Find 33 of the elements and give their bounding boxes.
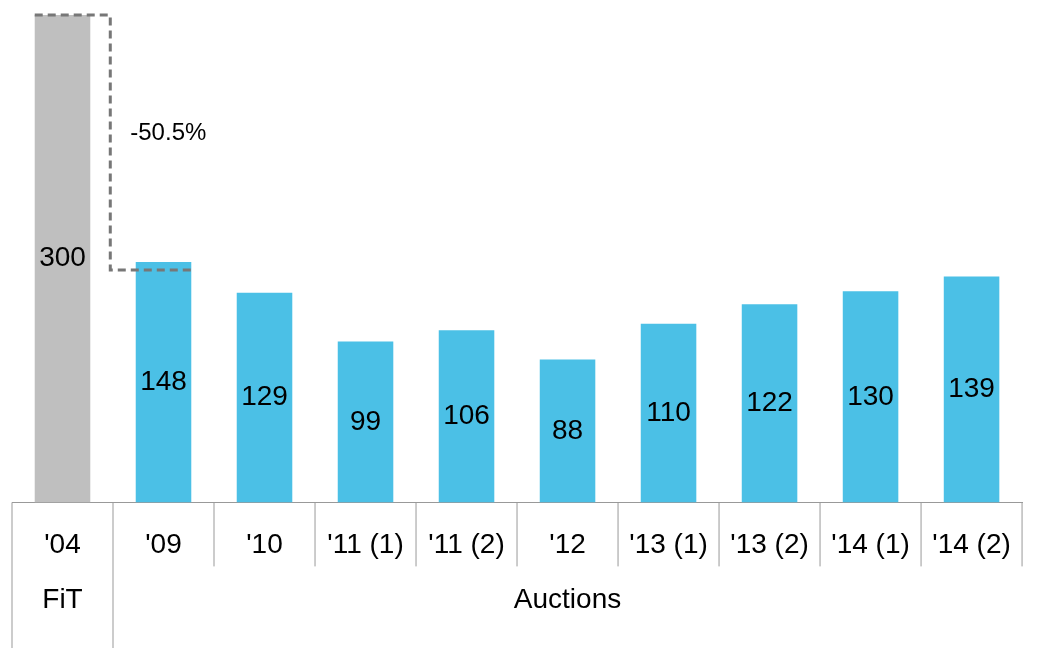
- data-label: 88: [551, 413, 584, 445]
- bar: [236, 292, 293, 503]
- bar: [741, 304, 798, 503]
- bar: [438, 330, 495, 503]
- data-label: 122: [746, 386, 793, 418]
- text: FiT: [42, 583, 83, 615]
- data-label: 130: [847, 379, 894, 411]
- x-tick-label: '14 (1): [831, 527, 910, 559]
- data-label: 110: [646, 395, 691, 427]
- bar: [842, 291, 899, 503]
- data-label: 139: [948, 372, 995, 404]
- x-tick-label: '04: [44, 527, 81, 559]
- x-tick-label: '11 (2): [428, 527, 505, 559]
- x-tick-label: '09: [145, 527, 182, 559]
- text: Auctions: [513, 583, 622, 615]
- annotation: -50.5%: [130, 118, 207, 146]
- data-label: 129: [241, 380, 288, 412]
- bar: [640, 323, 697, 503]
- x-tick-label: '14 (2): [932, 527, 1011, 559]
- bar: [943, 276, 1000, 503]
- x-tick-label: '13 (2): [730, 527, 809, 559]
- data-label: 106: [443, 399, 490, 431]
- data-label: 99: [349, 404, 382, 436]
- bar: [337, 341, 394, 503]
- x-tick-label: '10: [246, 527, 283, 559]
- data-label: 148: [140, 364, 187, 396]
- bar: [539, 359, 596, 503]
- x-tick-label: '13 (1): [629, 527, 708, 559]
- data-label: 300: [39, 241, 86, 273]
- bar: [34, 15, 91, 503]
- x-tick-label: '11 (1): [327, 527, 404, 559]
- bar: [135, 261, 192, 503]
- x-tick-label: '12: [549, 527, 586, 559]
